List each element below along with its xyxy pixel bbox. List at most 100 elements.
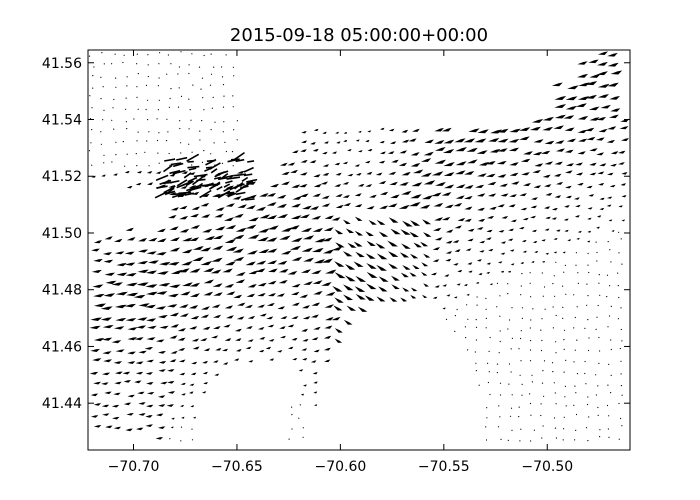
quiver-arrow [155, 306, 167, 310]
quiver-arrow [499, 330, 501, 332]
quiver-arrow [597, 171, 605, 175]
quiver-arrow [621, 195, 627, 198]
quiver-arrow [127, 337, 137, 341]
quiver-arrow [464, 206, 473, 210]
quiver-arrow [529, 126, 541, 131]
quiver-arrow [245, 346, 252, 350]
quiver-arrow [247, 234, 260, 239]
quiver-arrow [621, 394, 623, 396]
quiver-arrow [166, 190, 176, 195]
quiver-arrow [146, 404, 154, 408]
quiver-arrow [115, 154, 117, 156]
quiver-arrow [497, 174, 507, 178]
quiver-arrow [178, 66, 180, 68]
quiver-arrow [111, 63, 113, 65]
quiver-arrow [186, 185, 199, 192]
quiver-arrow [554, 195, 562, 198]
quiver-arrow [210, 168, 218, 174]
quiver-arrow [367, 149, 373, 152]
quiver-arrow [310, 360, 317, 363]
quiver-arrow [247, 315, 256, 319]
quiver-arrow [598, 362, 600, 364]
quiver-arrow [122, 141, 124, 143]
quiver-arrow [610, 392, 612, 394]
quiver-arrow [520, 428, 522, 430]
quiver-arrow [520, 262, 524, 265]
quiver-arrow [564, 127, 575, 132]
quiver-arrow [464, 218, 472, 222]
quiver-arrow [138, 413, 146, 416]
quiver-arrow [489, 206, 497, 210]
quiver-arrow [223, 324, 231, 328]
quiver-arrow [311, 247, 324, 253]
quiver-arrow [287, 324, 295, 328]
quiver-arrow [379, 191, 389, 195]
quiver-arrow [124, 262, 136, 266]
quiver-arrow [169, 312, 179, 317]
quiver-arrow [180, 440, 182, 442]
quiver-arrow [267, 225, 279, 230]
quiver-arrow [245, 261, 256, 266]
quiver-arrow [365, 253, 376, 259]
quiver-arrow [211, 335, 219, 339]
quiver-arrow [589, 162, 597, 166]
quiver-arrow [266, 215, 278, 219]
quiver-arrow [380, 127, 385, 130]
quiver-arrow [357, 306, 368, 312]
quiver-arrow [302, 358, 308, 361]
quiver-arrow [607, 241, 609, 243]
quiver-arrow [147, 64, 149, 66]
quiver-arrow [248, 270, 259, 275]
quiver-arrow [301, 131, 307, 134]
quiver-arrow [401, 171, 411, 176]
quiver-arrow [496, 306, 498, 308]
quiver-arrow [223, 217, 234, 221]
quiver-arrow [577, 272, 579, 274]
quiver-arrow [433, 203, 444, 207]
quiver-arrow [606, 296, 608, 298]
quiver-arrow [230, 158, 238, 161]
quiver-arrow [574, 439, 576, 441]
quiver-arrow [468, 128, 480, 133]
quiver-arrow [584, 327, 586, 329]
quiver-arrow [499, 295, 501, 297]
quiver-arrow [555, 261, 557, 263]
quiver-arrow [213, 292, 223, 296]
quiver-arrow [191, 361, 198, 365]
quiver-arrow [529, 402, 532, 405]
quiver-arrow [507, 328, 509, 330]
quiver-arrow [432, 296, 438, 299]
quiver-arrow [530, 319, 532, 321]
quiver-arrow [102, 325, 114, 329]
quiver-arrow [125, 97, 127, 99]
quiver-arrow [127, 351, 136, 355]
quiver-arrow [399, 150, 408, 154]
quiver-arrow [607, 62, 619, 67]
quiver-arrow [551, 217, 557, 220]
quiver-arrow [376, 296, 386, 302]
x-axis: −70.70 −70.65 −70.60 −70.55 −70.50 [108, 50, 573, 475]
quiver-arrow [595, 374, 597, 376]
quiver-arrow [367, 130, 372, 133]
quiver-arrow [100, 143, 102, 145]
quiver-arrow [232, 106, 234, 108]
quiver-arrow [126, 185, 133, 189]
quiver-arrow [227, 192, 237, 198]
quiver-arrow [588, 59, 599, 64]
quiver-arrow [587, 319, 589, 321]
quiver-arrow [587, 240, 591, 243]
quiver-arrow [476, 150, 488, 154]
quiver-arrow [181, 249, 193, 254]
quiver-arrow [444, 184, 455, 189]
quiver-arrow [267, 260, 278, 264]
quiver-arrow [529, 360, 532, 362]
quiver-arrow [287, 346, 294, 350]
quiver-arrow [423, 253, 431, 258]
quiver-arrow [389, 181, 398, 186]
quiver-arrow [530, 197, 538, 200]
quiver-arrow [321, 203, 331, 207]
quiver-arrow [563, 348, 565, 350]
quiver-arrow [442, 307, 446, 310]
quiver-arrow [532, 170, 541, 174]
quiver-arrow [127, 327, 138, 331]
